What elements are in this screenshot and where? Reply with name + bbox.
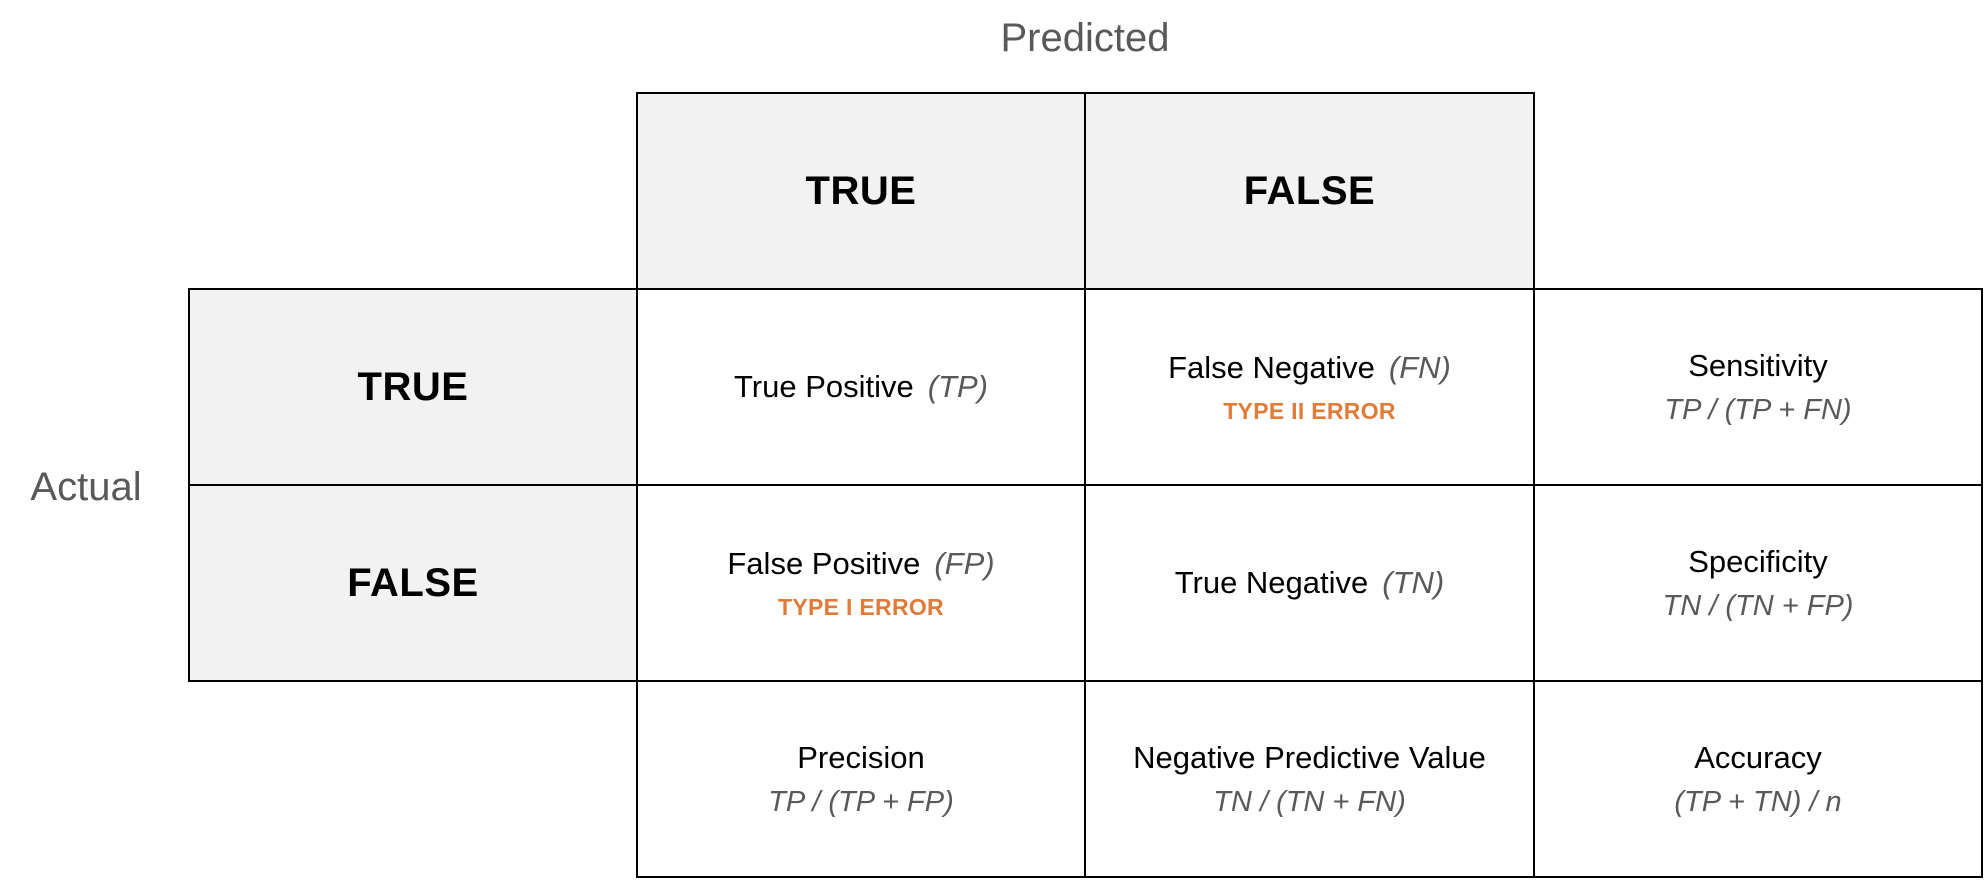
actual-false-header: FALSE: [188, 484, 638, 682]
specificity-cell: Specificity TN / (TN + FP): [1533, 484, 1983, 682]
true-positive-cell: True Positive (TP): [636, 288, 1086, 486]
precision-cell: Precision TP / (TP + FP): [636, 680, 1086, 878]
predicted-false-header-text: FALSE: [1243, 168, 1376, 213]
false-positive-label: False Positive: [727, 545, 921, 581]
precision-formula: TP / (TP + FP): [768, 785, 954, 818]
type-i-error-tag: TYPE I ERROR: [778, 593, 944, 620]
false-negative-cell: False Negative (FN) TYPE II ERROR: [1084, 288, 1535, 486]
predicted-true-header-text: TRUE: [805, 168, 917, 213]
predicted-false-header: FALSE: [1084, 92, 1535, 290]
npv-cell: Negative Predictive Value TN / (TN + FN): [1084, 680, 1535, 878]
false-negative-abbr: (FN): [1388, 349, 1451, 385]
npv-label: Negative Predictive Value: [1133, 739, 1486, 775]
type-ii-error-tag: TYPE II ERROR: [1223, 397, 1396, 424]
false-positive-line: False Positive (FP): [727, 546, 994, 582]
predicted-axis-label: Predicted: [1000, 16, 1170, 60]
sensitivity-formula: TP / (TP + FN): [1664, 393, 1852, 426]
specificity-label: Specificity: [1688, 543, 1828, 579]
true-positive-label: True Positive: [733, 369, 914, 404]
true-negative-label: True Negative: [1174, 565, 1369, 600]
true-positive-abbr: (TP): [927, 369, 988, 404]
false-negative-line: False Negative (FN): [1168, 350, 1451, 386]
true-negative-abbr: (TN): [1382, 565, 1445, 600]
true-negative-line: True Negative (TN): [1175, 565, 1445, 601]
actual-true-header-text: TRUE: [357, 364, 469, 409]
predicted-true-header: TRUE: [636, 92, 1086, 290]
accuracy-label: Accuracy: [1694, 739, 1822, 775]
false-negative-label: False Negative: [1168, 349, 1375, 385]
precision-label: Precision: [797, 739, 925, 775]
false-positive-cell: False Positive (FP) TYPE I ERROR: [636, 484, 1086, 682]
false-positive-abbr: (FP): [934, 545, 995, 581]
sensitivity-cell: Sensitivity TP / (TP + FN): [1533, 288, 1983, 486]
true-positive-line: True Positive (TP): [734, 369, 988, 405]
accuracy-formula: (TP + TN) / n: [1674, 785, 1842, 818]
actual-axis-label: Actual: [30, 465, 142, 509]
true-negative-cell: True Negative (TN): [1084, 484, 1535, 682]
specificity-formula: TN / (TN + FP): [1662, 589, 1854, 622]
sensitivity-label: Sensitivity: [1688, 347, 1828, 383]
actual-true-header: TRUE: [188, 288, 638, 486]
accuracy-cell: Accuracy (TP + TN) / n: [1533, 680, 1983, 878]
npv-formula: TN / (TN + FN): [1213, 785, 1406, 818]
actual-false-header-text: FALSE: [347, 560, 479, 605]
